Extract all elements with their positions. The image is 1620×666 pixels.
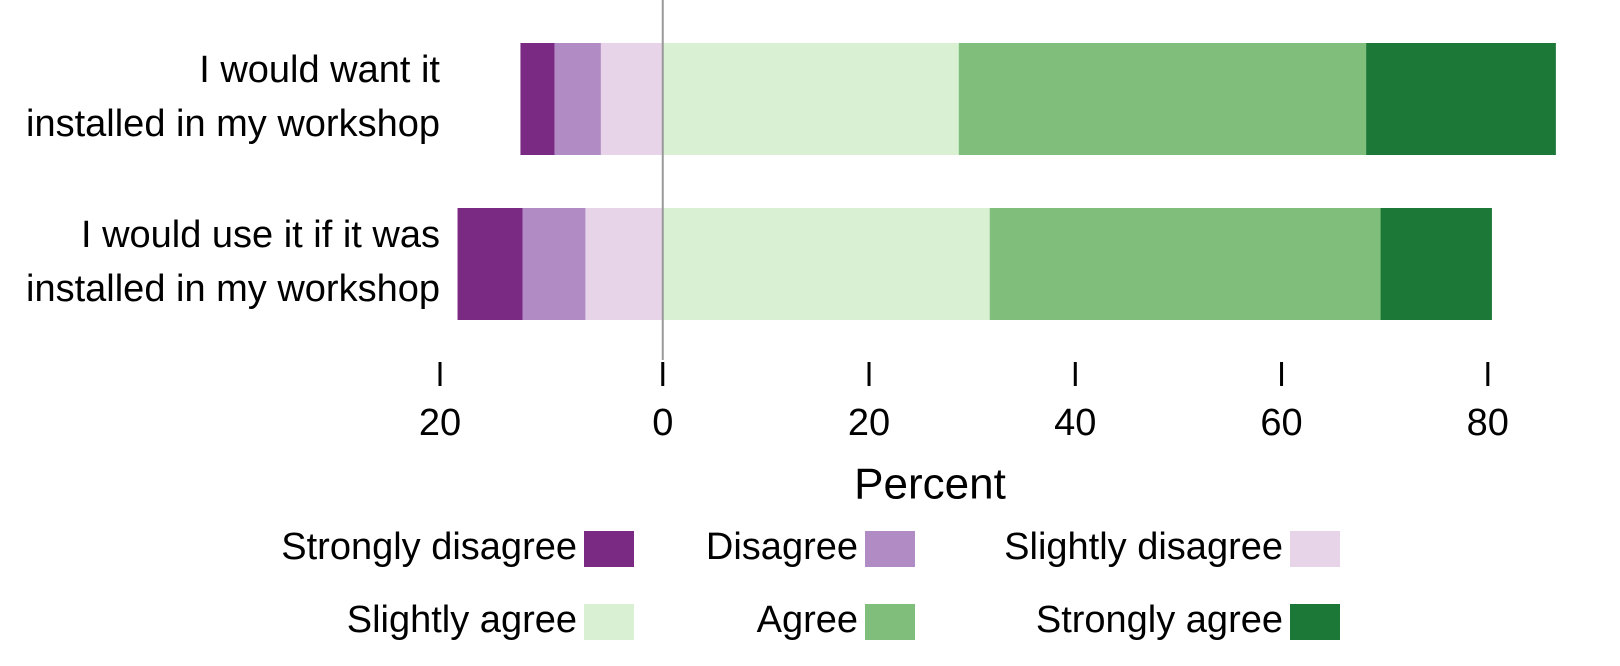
- legend-swatch: [1290, 604, 1340, 640]
- bar-segment: [554, 43, 601, 155]
- legend-label: Disagree: [706, 526, 858, 568]
- bar-segment: [600, 43, 663, 155]
- bar-segment: [662, 208, 990, 320]
- legend-label: Slightly disagree: [1004, 526, 1283, 568]
- legend-swatch: [584, 531, 634, 567]
- bar-segment: [457, 208, 523, 320]
- legend-swatch: [584, 604, 634, 640]
- y-tick-label: I would use it if it was installed in my …: [26, 214, 440, 310]
- x-tick-label: 20: [419, 402, 461, 444]
- legend-label: Agree: [757, 599, 858, 641]
- bar-segment: [585, 208, 663, 320]
- x-tick-label: 60: [1260, 402, 1302, 444]
- legend-label: Strongly disagree: [281, 526, 577, 568]
- x-tick-label: 80: [1467, 402, 1509, 444]
- bar-segment: [1380, 208, 1492, 320]
- legend-swatch: [1290, 531, 1340, 567]
- legend-swatch: [865, 604, 915, 640]
- x-axis-label: Percent: [854, 460, 1006, 509]
- bar-segment: [520, 43, 555, 155]
- x-tick-label: 0: [652, 402, 673, 444]
- bar-segment: [958, 43, 1367, 155]
- legend-label: Strongly agree: [1036, 599, 1283, 641]
- bar-segment: [1366, 43, 1556, 155]
- legend-swatch: [865, 531, 915, 567]
- legend-label: Slightly agree: [347, 599, 577, 641]
- bar-segment: [989, 208, 1381, 320]
- bar-segment: [522, 208, 586, 320]
- y-tick-label: I would want it installed in my workshop: [26, 49, 440, 145]
- bar-segment: [662, 43, 959, 155]
- x-tick-label: 40: [1054, 402, 1096, 444]
- x-tick-label: 20: [848, 402, 890, 444]
